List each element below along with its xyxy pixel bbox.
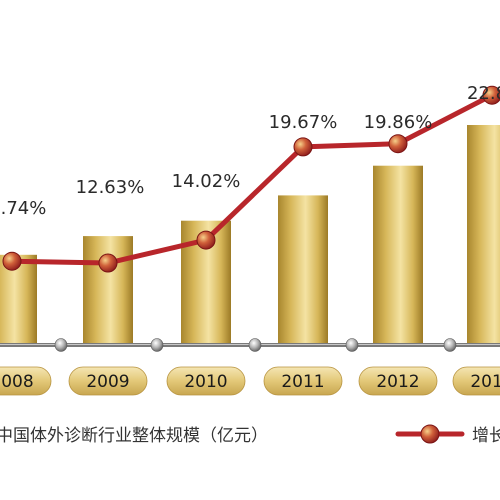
- growth-marker-2011: [293, 137, 313, 157]
- year-pill-2010: [166, 366, 246, 396]
- year-pill-2011: [263, 366, 343, 396]
- axis-separator-1: [54, 338, 68, 352]
- year-pill-2013: [452, 366, 500, 396]
- bars-layer: [0, 125, 500, 345]
- growth-label-2008: 12.74%: [0, 198, 46, 219]
- growth-label-2011: 19.67%: [269, 112, 338, 133]
- growth-label-2010: 14.02%: [172, 171, 241, 192]
- year-pill-2009: [68, 366, 148, 396]
- bar-2008: [0, 254, 37, 345]
- growth-marker-2013: [482, 85, 500, 105]
- growth-labels-layer: 12.74% 12.63% 14.02% 19.67% 19.86% 22.8: [0, 83, 500, 219]
- growth-label-2013: 22.8: [467, 83, 500, 104]
- year-label-2013: 2013: [470, 372, 500, 392]
- bar-2009: [83, 236, 133, 345]
- year-labels-layer: 2008 2009 2010 2011 2012 2013: [0, 366, 500, 396]
- legend-line-marker: [420, 424, 440, 444]
- bar-2012: [373, 165, 423, 345]
- legend: 中国体外诊断行业整体规模（亿元） 增长: [0, 424, 500, 446]
- growth-marker-2012: [388, 134, 408, 154]
- year-pill-2008: [0, 366, 52, 396]
- year-label-2011: 2011: [281, 372, 324, 392]
- axis-separator-2: [150, 338, 164, 352]
- axis-separator-5: [443, 338, 457, 352]
- legend-bar-label: 中国体外诊断行业整体规模（亿元）: [0, 426, 268, 446]
- year-label-2008: 2008: [0, 372, 34, 392]
- bar-2013: [467, 125, 500, 345]
- year-label-2010: 2010: [184, 372, 227, 392]
- year-label-2009: 2009: [86, 372, 129, 392]
- growth-label-2012: 19.86%: [364, 112, 433, 133]
- year-label-2012: 2012: [376, 372, 419, 392]
- legend-line-label: 增长: [472, 426, 500, 446]
- growth-marker-2008: [2, 251, 22, 271]
- growth-marker-2010: [196, 230, 216, 250]
- x-axis: [0, 338, 500, 352]
- growth-marker-2009: [98, 253, 118, 273]
- growth-line-layer: [2, 85, 500, 273]
- axis-separator-4: [345, 338, 359, 352]
- growth-line: [9, 92, 495, 266]
- bar-2011: [278, 195, 328, 345]
- growth-label-2009: 12.63%: [76, 177, 145, 198]
- year-pill-2012: [358, 366, 438, 396]
- axis-separator-3: [248, 338, 262, 352]
